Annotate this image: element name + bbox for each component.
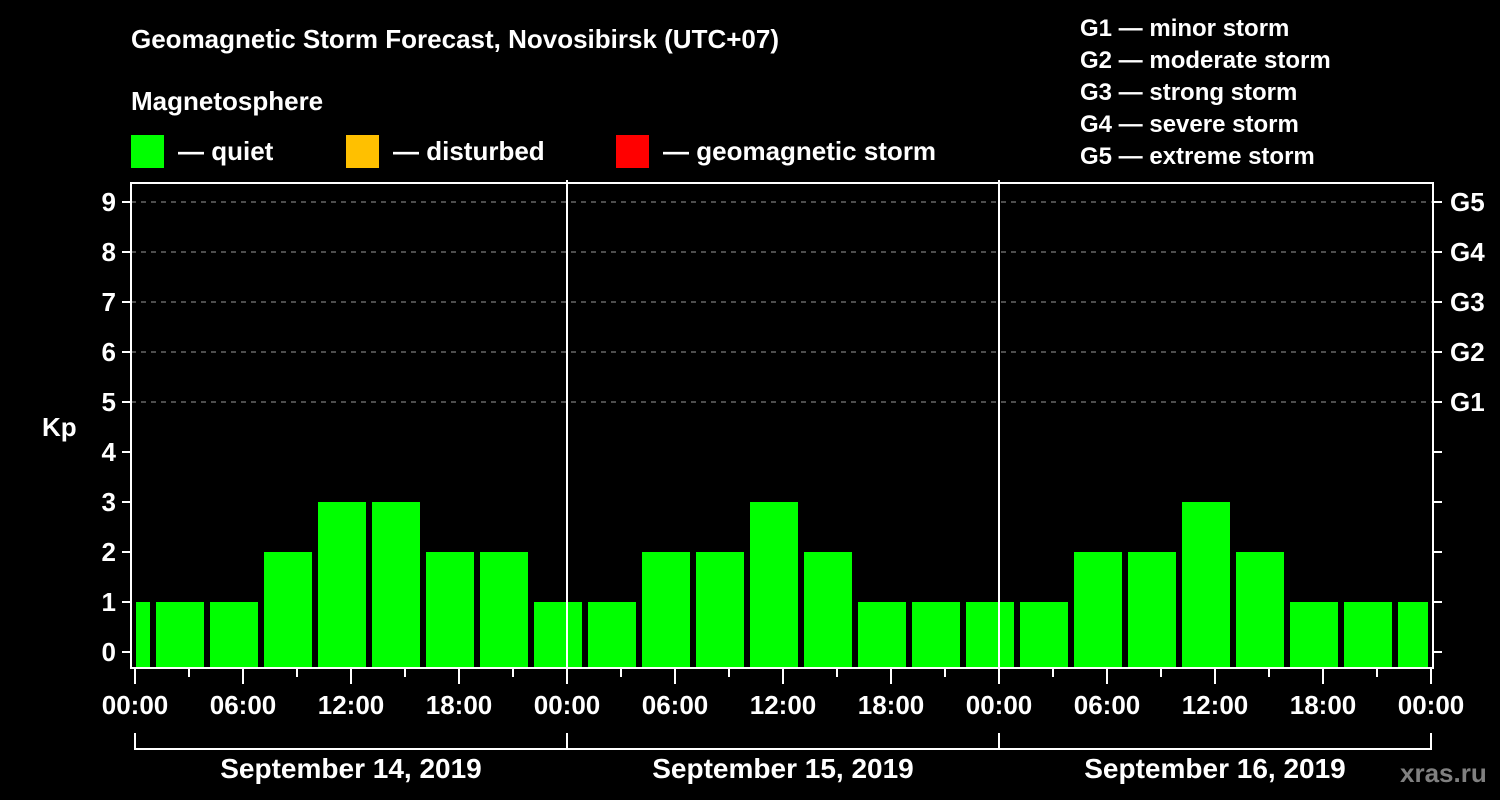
y-tick-label: 1 [101, 587, 116, 617]
kp-bar [1398, 602, 1428, 668]
x-tick-label: 00:00 [101, 690, 169, 720]
legend-disturbed: — disturbed [346, 134, 545, 168]
x-tick-label: 00:00 [1397, 690, 1465, 720]
g4-legend-entry: G4 — severe storm [1080, 111, 1299, 138]
legend-disturbed-label: — disturbed [393, 135, 545, 166]
y-tick-label: 4 [101, 437, 116, 467]
legend-storm: — geomagnetic storm [616, 134, 936, 168]
kp-bar [804, 552, 852, 668]
chart-title: Geomagnetic Storm Forecast, Novosibirsk … [131, 24, 780, 54]
y-axis-label: Kp [42, 412, 77, 442]
x-tick-label: 06:00 [641, 690, 709, 720]
legend-quiet: — quiet [131, 134, 273, 168]
kp-bar [1236, 552, 1284, 668]
legend-quiet-label: — quiet [178, 135, 274, 166]
kp-bar [1182, 502, 1230, 668]
date-label: September 15, 2019 [652, 753, 914, 784]
x-tick-label: 18:00 [1289, 690, 1357, 720]
kp-bar [264, 552, 312, 668]
x-tick-label: 00:00 [965, 690, 1033, 720]
kp-bar [156, 602, 204, 668]
date-label: September 14, 2019 [220, 753, 482, 784]
y-tick-label: 6 [101, 337, 116, 367]
y-tick-label: 2 [101, 537, 116, 567]
quiet-swatch-icon [131, 134, 164, 168]
kp-bar [210, 602, 258, 668]
disturbed-swatch-icon [346, 134, 379, 168]
x-tick-label: 12:00 [317, 690, 385, 720]
x-tick-label: 00:00 [533, 690, 601, 720]
kp-bar [1344, 602, 1392, 668]
date-label: September 16, 2019 [1084, 753, 1346, 784]
kp-bar [1074, 552, 1122, 668]
magnetosphere-heading: Magnetosphere [131, 86, 324, 116]
g-scale-label: G3 [1450, 287, 1485, 317]
kp-bar [642, 552, 690, 668]
y-tick-label: 3 [101, 487, 116, 517]
y-tick-label: 7 [101, 287, 116, 317]
kp-bar [696, 552, 744, 668]
y-tick-label: 0 [101, 637, 116, 667]
g-scale-label: G5 [1450, 187, 1485, 217]
x-tick-label: 12:00 [749, 690, 817, 720]
g-scale-label: G1 [1450, 387, 1485, 417]
kp-bar [750, 502, 798, 668]
g-scale-label: G2 [1450, 337, 1485, 367]
g-scale-label: G4 [1450, 237, 1485, 267]
kp-bar [912, 602, 960, 668]
watermark: xras.ru [1400, 758, 1487, 788]
kp-bar [426, 552, 474, 668]
kp-bar [1128, 552, 1176, 668]
g3-legend-entry: G3 — strong storm [1080, 79, 1298, 106]
y-tick-label: 9 [101, 187, 116, 217]
kp-bar [534, 602, 582, 668]
kp-bar [136, 602, 150, 668]
y-tick-label: 5 [101, 387, 116, 417]
g-scale-legend: G1 — minor storm G2 — moderate storm G3 … [1080, 13, 1331, 173]
kp-bar [480, 552, 528, 668]
kp-bar [966, 602, 1014, 668]
kp-bar [318, 502, 366, 668]
x-tick-label: 18:00 [425, 690, 493, 720]
kp-bar [588, 602, 636, 668]
g1-legend-entry: G1 — minor storm [1080, 15, 1290, 42]
storm-swatch-icon [616, 134, 649, 168]
kp-bar [372, 502, 420, 668]
kp-bar [858, 602, 906, 668]
x-tick-label: 18:00 [857, 690, 925, 720]
x-tick-label: 12:00 [1181, 690, 1249, 720]
kp-bar [1290, 602, 1338, 668]
kp-bar [1020, 602, 1068, 668]
g5-legend-entry: G5 — extreme storm [1080, 143, 1315, 170]
g2-legend-entry: G2 — moderate storm [1080, 47, 1331, 74]
y-tick-label: 8 [101, 237, 116, 267]
x-tick-label: 06:00 [1073, 690, 1141, 720]
x-tick-label: 06:00 [209, 690, 277, 720]
legend-storm-label: — geomagnetic storm [663, 135, 937, 166]
